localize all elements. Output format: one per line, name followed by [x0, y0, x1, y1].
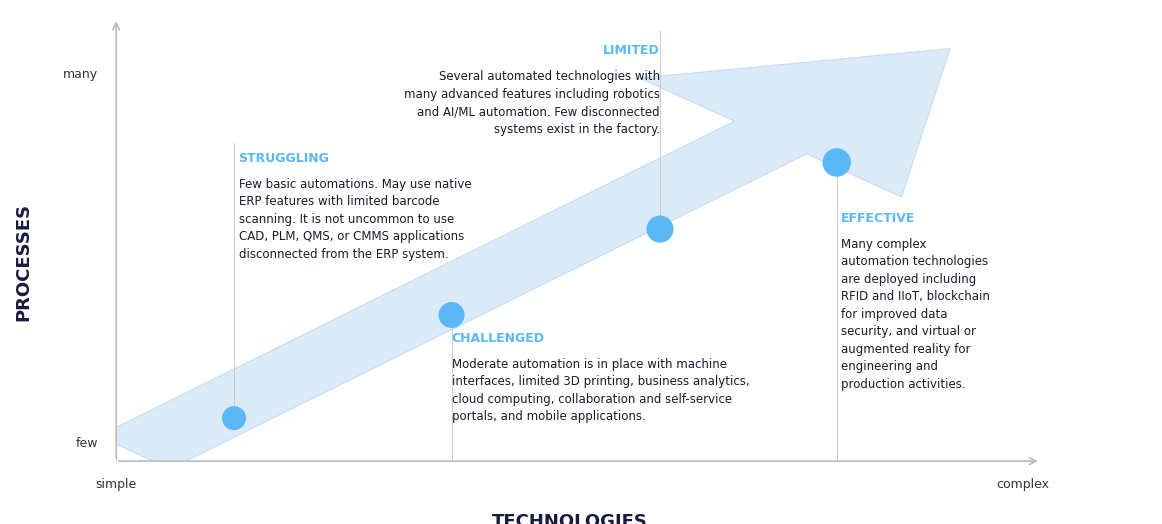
- Polygon shape: [99, 49, 951, 469]
- Text: TECHNOLOGIES: TECHNOLOGIES: [492, 512, 647, 524]
- Point: [827, 158, 846, 167]
- Text: Few basic automations. May use native
ERP features with limited barcode
scanning: Few basic automations. May use native ER…: [238, 178, 471, 260]
- Text: Several automated technologies with
many advanced features including robotics
an: Several automated technologies with many…: [404, 70, 660, 136]
- Text: Moderate automation is in place with machine
interfaces, limited 3D printing, bu: Moderate automation is in place with mac…: [452, 358, 749, 423]
- Text: STRUGGLING: STRUGGLING: [238, 152, 330, 165]
- Text: EFFECTIVE: EFFECTIVE: [841, 212, 916, 225]
- Text: LIMITED: LIMITED: [603, 45, 660, 57]
- Point: [651, 225, 669, 233]
- Point: [443, 311, 461, 319]
- Text: many: many: [63, 68, 98, 81]
- Text: simple: simple: [95, 478, 137, 492]
- Text: few: few: [76, 438, 98, 451]
- Text: CHALLENGED: CHALLENGED: [452, 332, 545, 345]
- Text: Many complex
automation technologies
are deployed including
RFID and IIoT, block: Many complex automation technologies are…: [841, 238, 990, 391]
- Point: [224, 414, 243, 422]
- Text: complex: complex: [996, 478, 1049, 492]
- Text: PROCESSES: PROCESSES: [14, 203, 33, 321]
